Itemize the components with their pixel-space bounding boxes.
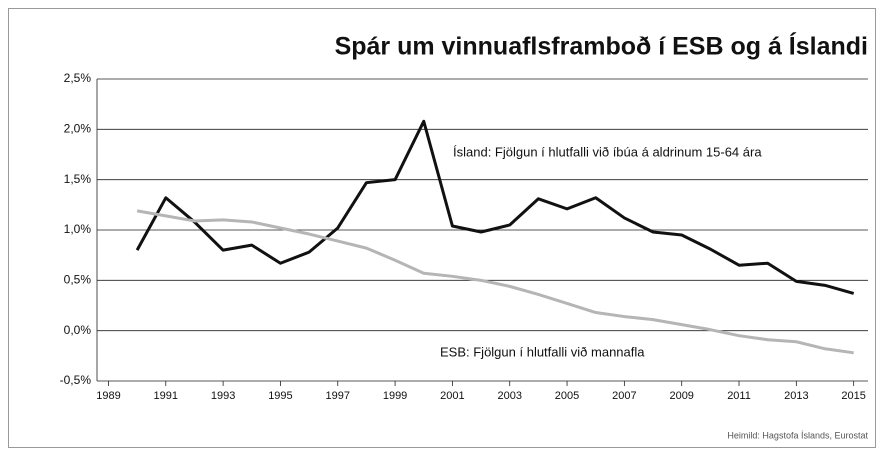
x-tick-label: 2001	[440, 390, 464, 402]
x-tick-label: 1995	[268, 390, 292, 402]
y-tick-label: 1,0%	[64, 222, 92, 236]
y-tick-label: 2,0%	[64, 122, 92, 136]
x-tick-label: 1993	[211, 390, 235, 402]
x-tick-label: 2015	[841, 390, 865, 402]
y-tick-label: -0,5%	[60, 373, 92, 387]
x-tick-label: 2011	[727, 390, 751, 402]
y-tick-label: 1,5%	[64, 172, 92, 186]
series-label: Ísland: Fjölgun í hlutfalli við íbúa á a…	[453, 144, 762, 159]
frame	[8, 8, 876, 448]
x-tick-label: 2007	[612, 390, 636, 402]
y-tick-label: 0,5%	[64, 273, 92, 287]
x-tick-label: 2013	[784, 390, 808, 402]
y-tick-label: 2,5%	[64, 71, 92, 85]
chart-title: Spár um vinnuaflsframboð í ESB og á Ísla…	[335, 32, 868, 61]
series-label: ESB: Fjölgun í hlutfalli við mannafla	[440, 344, 645, 359]
series-line	[135, 119, 855, 295]
series-line	[136, 209, 854, 355]
source: Heimild: Hagstofa Íslands, Eurostat	[727, 430, 868, 440]
x-tick-label: 1989	[96, 390, 120, 402]
y-tick-label: 0,0%	[64, 323, 92, 337]
x-tick-label: 1991	[154, 390, 178, 402]
x-tick-label: 1997	[326, 390, 350, 402]
x-tick-label: 1999	[383, 390, 407, 402]
x-tick-label: 2005	[555, 390, 579, 402]
x-tick-label: 2009	[669, 390, 693, 402]
x-tick-label: 2003	[497, 390, 521, 402]
